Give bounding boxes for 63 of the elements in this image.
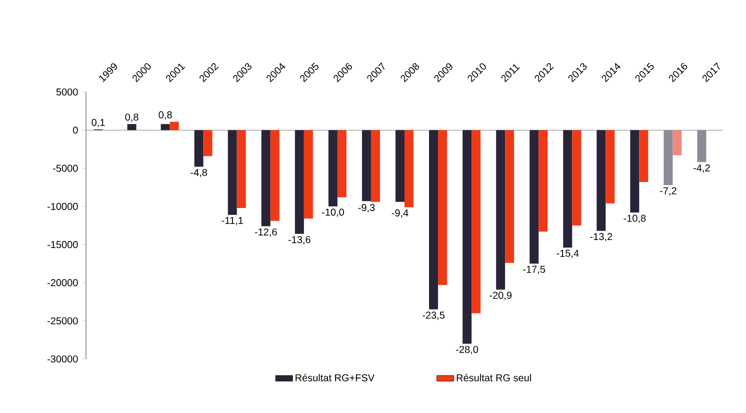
bar (127, 124, 136, 130)
y-tick-label: -10000 (48, 202, 78, 210)
bar (496, 130, 506, 290)
legend-label: Résultat RG+FSV (296, 374, 375, 382)
bar (304, 130, 313, 219)
bar (337, 130, 346, 198)
bar (538, 130, 548, 232)
y-tick-label: -20000 (48, 279, 78, 286)
bar (438, 130, 448, 286)
annotation: -28,0 (456, 346, 478, 354)
bar (160, 124, 170, 130)
y-tick-label: -5000 (53, 164, 78, 172)
bar (362, 130, 371, 202)
annotation: -15,4 (556, 250, 579, 258)
bar (462, 130, 472, 344)
bar (563, 130, 572, 248)
annotation: -12,6 (254, 228, 277, 237)
bar (236, 130, 246, 208)
annotation: -10,8 (624, 214, 646, 223)
annotation: 0,1 (92, 118, 105, 128)
bar (664, 130, 673, 186)
bar (328, 130, 338, 206)
bar (194, 130, 204, 167)
bar (630, 130, 640, 213)
bar (170, 122, 179, 130)
y-tick-label: -25000 (48, 317, 78, 324)
annotation: -17,5 (523, 266, 546, 274)
bar (404, 130, 414, 208)
bar (396, 130, 405, 202)
bar (270, 130, 280, 221)
annotation: -20,9 (490, 292, 512, 300)
annotation: -11,1 (222, 217, 243, 226)
annotation: -10,0 (322, 208, 344, 217)
legend-label: Résultat RG seul (456, 374, 531, 382)
bar (572, 130, 582, 226)
annotation: -9,3 (358, 204, 375, 212)
bar (294, 130, 304, 234)
annotation: -4,8 (190, 168, 208, 178)
annotation: -23,5 (422, 312, 445, 320)
bar (370, 130, 380, 202)
bar (530, 130, 539, 264)
annotation: 0,8 (158, 111, 172, 120)
annotation: -9,4 (392, 209, 408, 218)
y-tick-label: -30000 (48, 355, 78, 363)
bar (596, 130, 606, 231)
bar (429, 130, 438, 310)
annotation: -7,2 (660, 187, 676, 196)
annotation: 0,8 (125, 114, 138, 122)
y-tick-label: -15000 (48, 241, 78, 248)
bar (505, 130, 514, 263)
bar (639, 130, 648, 182)
bar (672, 130, 682, 156)
y-tick-label: 0 (73, 126, 78, 134)
annotation: -13,6 (288, 236, 310, 244)
bar (203, 130, 212, 156)
y-tick-label: 5000 (56, 88, 78, 96)
annotation: -13,2 (590, 233, 612, 242)
bar (261, 130, 270, 226)
bar (697, 130, 706, 162)
annotation: -4,2 (694, 164, 710, 173)
bar (606, 130, 615, 204)
bar (472, 130, 481, 314)
bar (228, 130, 237, 215)
